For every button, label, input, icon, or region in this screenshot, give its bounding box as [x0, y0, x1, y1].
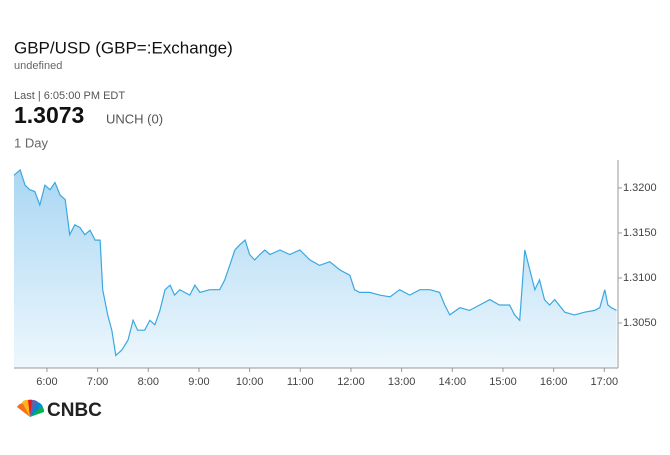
- x-tick-label: 15:00: [489, 376, 517, 388]
- last-time: Last | 6:05:00 PM EDT: [14, 90, 125, 102]
- brand: CNBC: [47, 400, 102, 421]
- price-line: [13, 168, 617, 357]
- y-tick-label: 1.3100: [623, 272, 657, 284]
- x-tick-label: 7:00: [87, 376, 108, 388]
- x-tick-label: 10:00: [236, 376, 264, 388]
- y-tick-label: 1.3200: [623, 182, 657, 194]
- x-tick-label: 8:00: [138, 376, 159, 388]
- x-tick-label: 9:00: [188, 376, 209, 388]
- change: UNCH (0): [106, 111, 163, 126]
- x-tick-label: 12:00: [337, 376, 365, 388]
- area-fill: [14, 169, 617, 368]
- x-tick-label: 6:00: [36, 376, 57, 388]
- x-tick-label: 14:00: [439, 376, 467, 388]
- y-tick-label: 1.3150: [623, 227, 657, 239]
- last-price: 1.3073: [14, 102, 84, 128]
- period: 1 Day: [14, 135, 48, 150]
- title: GBP/USD (GBP=:Exchange): [14, 38, 233, 57]
- subtitle: undefined: [14, 60, 62, 72]
- x-tick-label: 16:00: [540, 376, 568, 388]
- y-tick-label: 1.3050: [623, 317, 657, 329]
- x-tick-label: 17:00: [591, 376, 619, 388]
- brand-logo: [17, 399, 45, 417]
- x-tick-label: 13:00: [388, 376, 416, 388]
- x-tick-label: 11:00: [287, 376, 314, 388]
